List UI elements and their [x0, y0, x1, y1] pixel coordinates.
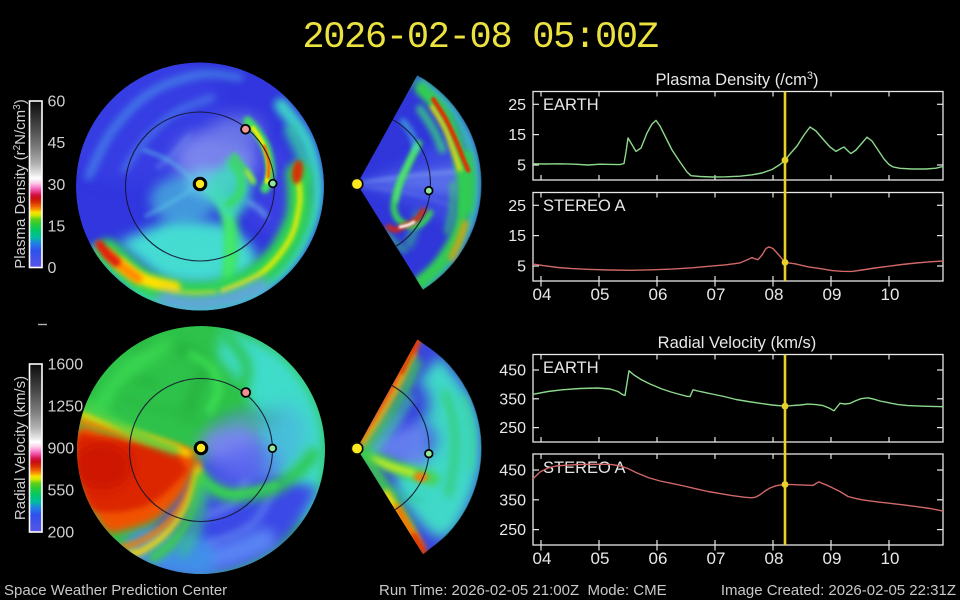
svg-text:450: 450: [499, 463, 526, 480]
svg-text:25: 25: [508, 198, 526, 215]
svg-text:07: 07: [707, 549, 726, 568]
svg-text:09: 09: [823, 549, 842, 568]
svg-text:08: 08: [765, 549, 784, 568]
svg-text:Radial Velocity (km/s): Radial Velocity (km/s): [658, 334, 817, 352]
svg-text:15: 15: [508, 228, 526, 245]
svg-text:350: 350: [499, 391, 526, 408]
svg-text:10: 10: [881, 285, 900, 304]
svg-text:05: 05: [591, 285, 610, 304]
svg-text:350: 350: [499, 492, 526, 509]
svg-text:Space Weather Prediction Cente: Space Weather Prediction Center: [4, 582, 227, 599]
svg-text:10: 10: [881, 549, 900, 568]
svg-text:200: 200: [48, 525, 75, 542]
svg-text:Plasma Density (/cm3): Plasma Density (/cm3): [656, 70, 819, 89]
svg-text:1250: 1250: [48, 399, 84, 416]
svg-text:Run Time: 2026-02-05 21:00Z M: Run Time: 2026-02-05 21:00Z Mode: CME: [379, 582, 667, 599]
svg-text:09: 09: [823, 285, 842, 304]
svg-text:550: 550: [48, 483, 75, 500]
svg-text:60: 60: [48, 94, 66, 111]
svg-text:900: 900: [48, 441, 75, 458]
svg-text:45: 45: [48, 135, 66, 152]
svg-text:05: 05: [591, 549, 610, 568]
svg-text:06: 06: [649, 549, 668, 568]
svg-text:450: 450: [499, 363, 526, 380]
svg-text:EARTH: EARTH: [543, 96, 599, 114]
svg-text:0: 0: [48, 260, 57, 277]
svg-text:250: 250: [499, 420, 526, 437]
svg-text:08: 08: [765, 285, 784, 304]
svg-text:1600: 1600: [48, 357, 84, 374]
svg-text:STEREO A: STEREO A: [543, 197, 626, 215]
svg-text:07: 07: [707, 285, 726, 304]
svg-text:Plasma Density (r2N/cm3): Plasma Density (r2N/cm3): [12, 99, 29, 268]
svg-text:Image Created: 2026-02-05 22:3: Image Created: 2026-02-05 22:31Z: [721, 582, 956, 599]
svg-text:5: 5: [517, 259, 526, 276]
svg-text:2026-02-08 05:00Z: 2026-02-08 05:00Z: [302, 17, 657, 59]
svg-text:15: 15: [48, 218, 66, 235]
svg-text:30: 30: [48, 177, 66, 194]
svg-text:04: 04: [533, 549, 552, 568]
svg-text:Radial Velocity (km/s): Radial Velocity (km/s): [12, 376, 29, 520]
svg-text:06: 06: [649, 285, 668, 304]
svg-text:5: 5: [517, 158, 526, 175]
svg-text:04: 04: [533, 285, 552, 304]
svg-text:15: 15: [508, 127, 526, 144]
svg-text:STEREO A: STEREO A: [543, 459, 626, 477]
svg-text:250: 250: [499, 522, 526, 539]
svg-text:EARTH: EARTH: [543, 359, 599, 377]
svg-text:25: 25: [508, 97, 526, 114]
